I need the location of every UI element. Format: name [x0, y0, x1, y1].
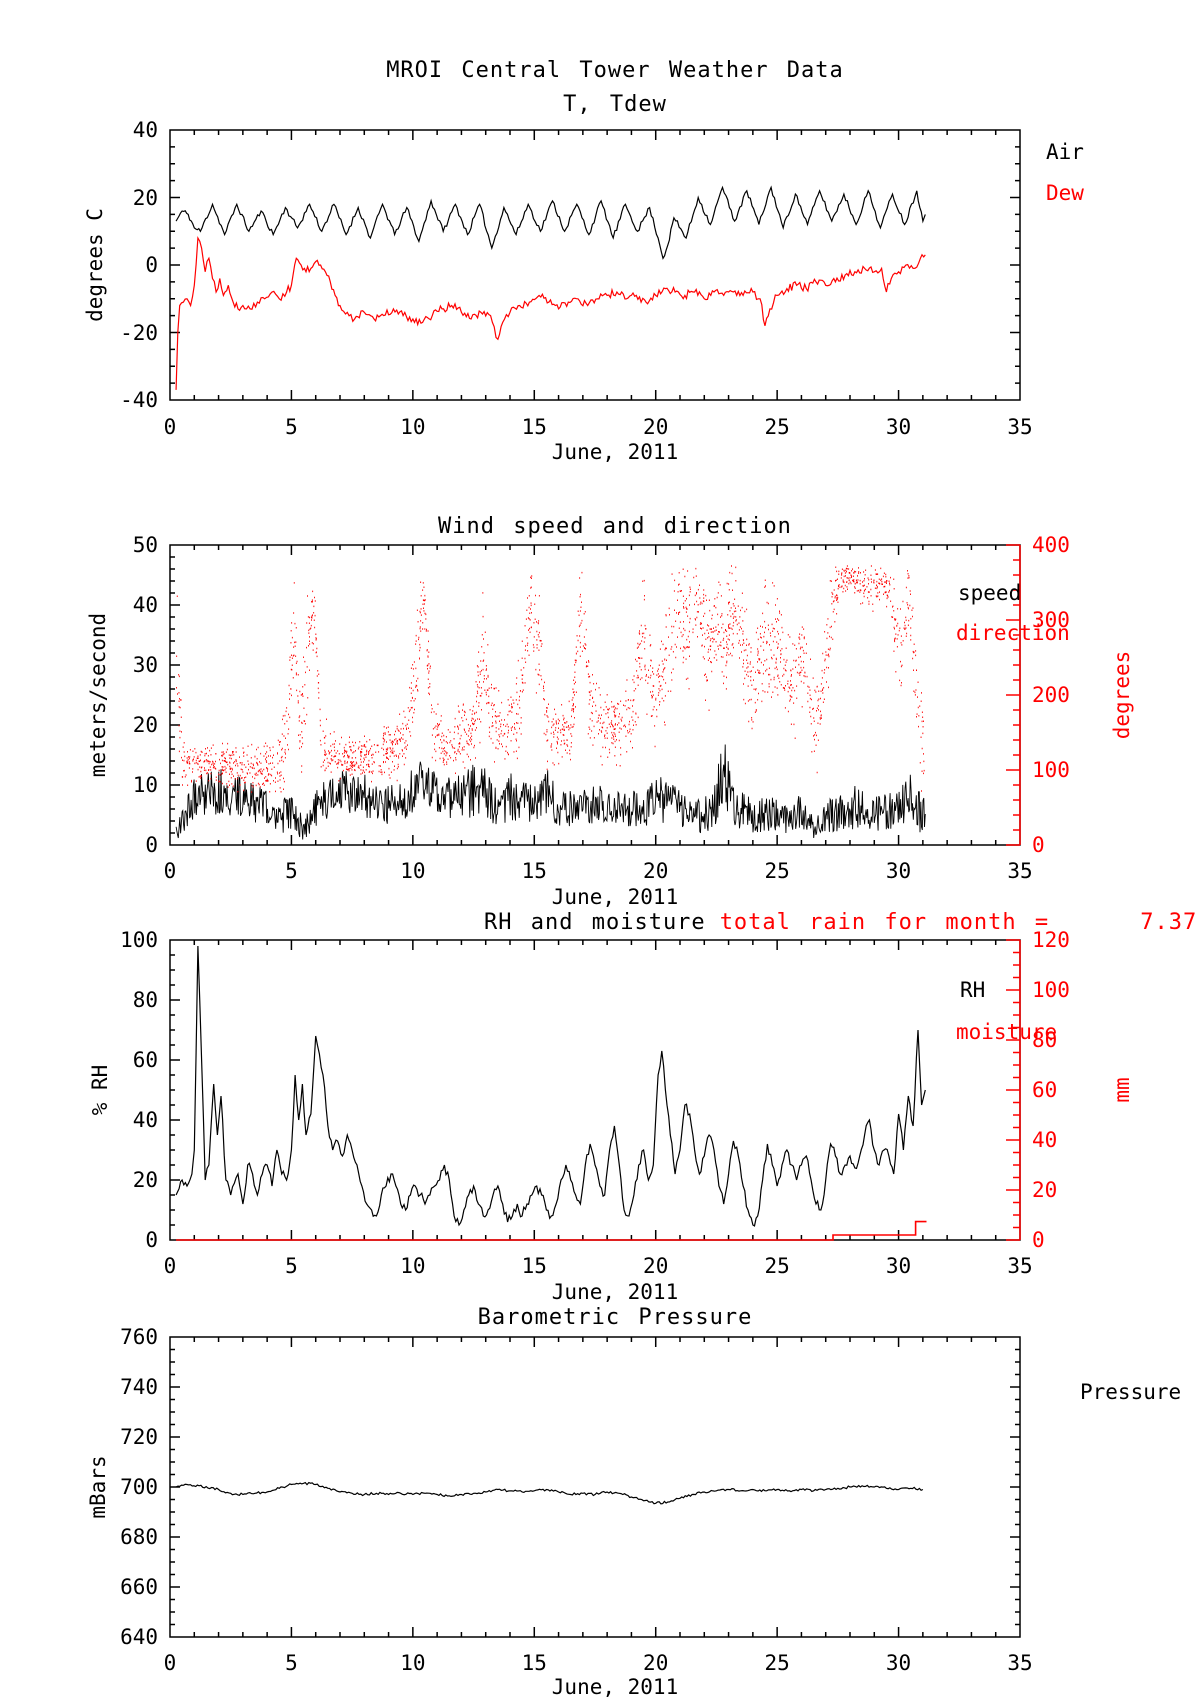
y-tick-label: 20 [132, 713, 158, 737]
x-tick-label: 25 [764, 415, 790, 439]
legend-rh: RH [960, 978, 986, 1002]
y-tick-label: 60 [132, 1048, 158, 1072]
y2-tick-label: 60 [1032, 1078, 1058, 1102]
x-tick-label: 15 [521, 859, 547, 883]
y-tick-label: 700 [120, 1475, 158, 1499]
x-tick-label: 15 [521, 1651, 547, 1675]
x-tick-label: 30 [885, 415, 912, 439]
x-tick-label: 10 [400, 1254, 426, 1278]
y2-tick-label: 0 [1032, 833, 1045, 857]
y-tick-label: 760 [120, 1325, 158, 1349]
panel3-title: RH and moisture [484, 910, 706, 935]
x-tick-label: 10 [400, 1651, 426, 1675]
x-tick-label: 30 [885, 1254, 912, 1278]
x-tick-label: 5 [285, 859, 298, 883]
y-tick-label: 100 [120, 928, 158, 952]
panel2-xaxis-label: June, 2011 [551, 885, 679, 909]
x-tick-label: 35 [1007, 1651, 1033, 1675]
panel3-rain-annotation: total rain for month = 7.37 mm [719, 910, 1200, 935]
y-tick-label: 50 [132, 533, 158, 557]
y-tick-label: 660 [120, 1575, 158, 1599]
y-tick-label: 30 [132, 653, 158, 677]
panel1-title: T, Tdew [563, 92, 667, 117]
y2-tick-label: 400 [1032, 533, 1070, 557]
legend-moisture: moisture [956, 1020, 1058, 1044]
y2-tick-label: 40 [1032, 1128, 1058, 1152]
y-tick-label: 0 [145, 253, 158, 277]
x-tick-label: 10 [400, 859, 426, 883]
y-tick-label: -20 [120, 320, 158, 345]
y-tick-label: 20 [132, 1168, 158, 1192]
x-tick-label: 30 [885, 1651, 912, 1675]
legend-direction: direction [956, 621, 1070, 645]
x-tick-label: 0 [163, 859, 177, 883]
panel3-y2axis-label: mm [1110, 1077, 1134, 1103]
y-tick-label: 680 [120, 1525, 158, 1549]
panel3-xaxis-label: June, 2011 [551, 1280, 679, 1304]
x-tick-label: 35 [1007, 1254, 1033, 1278]
y2-tick-label: 120 [1032, 928, 1070, 952]
x-tick-label: 35 [1007, 859, 1033, 883]
y2-tick-label: 100 [1032, 758, 1070, 782]
x-tick-label: 35 [1007, 415, 1033, 439]
figure-title: MROI Central Tower Weather Data [386, 58, 844, 83]
x-tick-label: 15 [521, 415, 547, 439]
y-tick-label: 0 [145, 833, 158, 857]
x-tick-label: 10 [400, 415, 426, 439]
y-tick-label: 10 [132, 773, 158, 797]
panel2-yaxis-label: meters/second [86, 612, 110, 778]
panel1-yaxis-label: degrees C [83, 208, 107, 322]
x-tick-label: 25 [764, 1254, 790, 1278]
legend-speed: speed [958, 581, 1022, 605]
panel4-title: Barometric Pressure [477, 1305, 753, 1330]
panel2-title: Wind speed and direction [438, 514, 792, 539]
y-tick-label: 40 [132, 118, 158, 142]
panel3-yaxis-label: % RH [88, 1064, 112, 1116]
panel3-title-row: RH and moisture total rain for month = 7.… [484, 910, 1200, 936]
x-tick-label: 5 [285, 1254, 298, 1278]
panel4-xaxis-label: June, 2011 [551, 1675, 679, 1699]
x-tick-label: 0 [163, 1651, 177, 1675]
x-tick-label: 0 [163, 415, 177, 439]
y-tick-label: 720 [120, 1425, 158, 1449]
y-tick-label: 20 [132, 185, 158, 210]
y-tick-label: 40 [132, 593, 158, 617]
x-tick-label: 25 [764, 1651, 790, 1675]
x-tick-label: 20 [643, 859, 669, 883]
legend-pressure: Pressure [1080, 1380, 1182, 1404]
legend-air: Air [1046, 140, 1084, 164]
panel1-xaxis-label: June, 2011 [551, 440, 679, 464]
y2-tick-label: 80 [1032, 1028, 1058, 1052]
y2-tick-label: 100 [1032, 978, 1070, 1002]
y-tick-label: -40 [120, 388, 158, 412]
x-tick-label: 5 [285, 1651, 298, 1675]
x-tick-label: 0 [163, 1254, 177, 1278]
x-tick-label: 25 [764, 859, 790, 883]
x-tick-label: 30 [885, 859, 912, 883]
y-tick-label: 740 [120, 1375, 158, 1399]
legend-dew: Dew [1046, 181, 1084, 205]
y-tick-label: 40 [132, 1108, 158, 1132]
panel4-yaxis-label: mBars [86, 1455, 110, 1519]
y2-tick-label: 300 [1032, 608, 1070, 632]
panel2-y2axis-label: degrees [1110, 650, 1134, 740]
x-tick-label: 5 [285, 415, 298, 439]
x-tick-label: 20 [643, 1651, 669, 1675]
y-tick-label: 0 [145, 1228, 158, 1252]
y-tick-label: 80 [132, 988, 158, 1012]
x-tick-label: 15 [521, 1254, 547, 1278]
y2-tick-label: 0 [1032, 1228, 1045, 1252]
y2-tick-label: 20 [1032, 1178, 1058, 1202]
y-tick-label: 640 [120, 1625, 158, 1649]
y2-tick-label: 200 [1032, 683, 1070, 707]
x-tick-label: 20 [643, 1254, 669, 1278]
x-tick-label: 20 [643, 415, 669, 439]
